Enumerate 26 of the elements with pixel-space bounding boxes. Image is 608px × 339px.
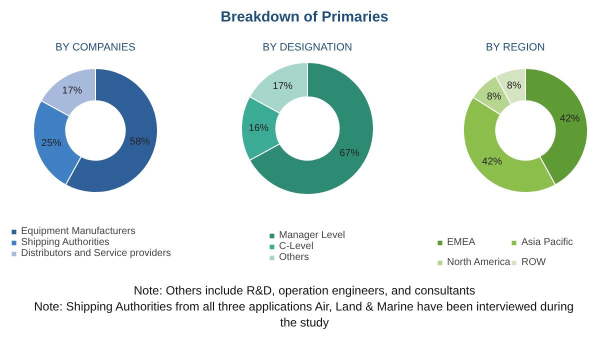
legend-label: Manager Level [279, 230, 346, 241]
chart-subtitle: BY COMPANIES [55, 42, 136, 54]
legend-label: Equipment Manufacturers [21, 226, 136, 237]
chart-subtitle: BY REGION [486, 42, 545, 54]
data-label: 8% [486, 92, 502, 103]
legend-label: C-Level [279, 241, 314, 252]
data-label: 58% [130, 136, 150, 148]
legend-label: Distributors and Service providers [21, 248, 172, 259]
legend-label: North America [447, 256, 510, 270]
data-label: 17% [272, 80, 293, 92]
data-label: 17% [62, 86, 82, 97]
data-label: 42% [560, 114, 580, 125]
data-label: 42% [482, 156, 502, 168]
legend-label: EMEA [447, 236, 476, 250]
chart-title: Breakdown of Primaries [220, 10, 388, 26]
chart-subtitle: BY DESIGNATION [262, 42, 352, 54]
text: Note: Shipping Authorities from all three applications Air, Land & Marine have been interviewed during the study [34, 300, 574, 330]
data-label: 8% [506, 80, 522, 92]
text: Note: Others include R&D, operation engineers, and consultants [134, 284, 476, 298]
data-label: 16% [248, 123, 269, 134]
legend-label: Shipping Authorities [21, 237, 110, 248]
data-label: 67% [340, 148, 360, 159]
legend-label: Others [279, 252, 310, 263]
legend-label: ROW [521, 256, 546, 270]
data-label: 25% [41, 138, 62, 149]
legend-label: Asia Pacific [521, 236, 574, 250]
